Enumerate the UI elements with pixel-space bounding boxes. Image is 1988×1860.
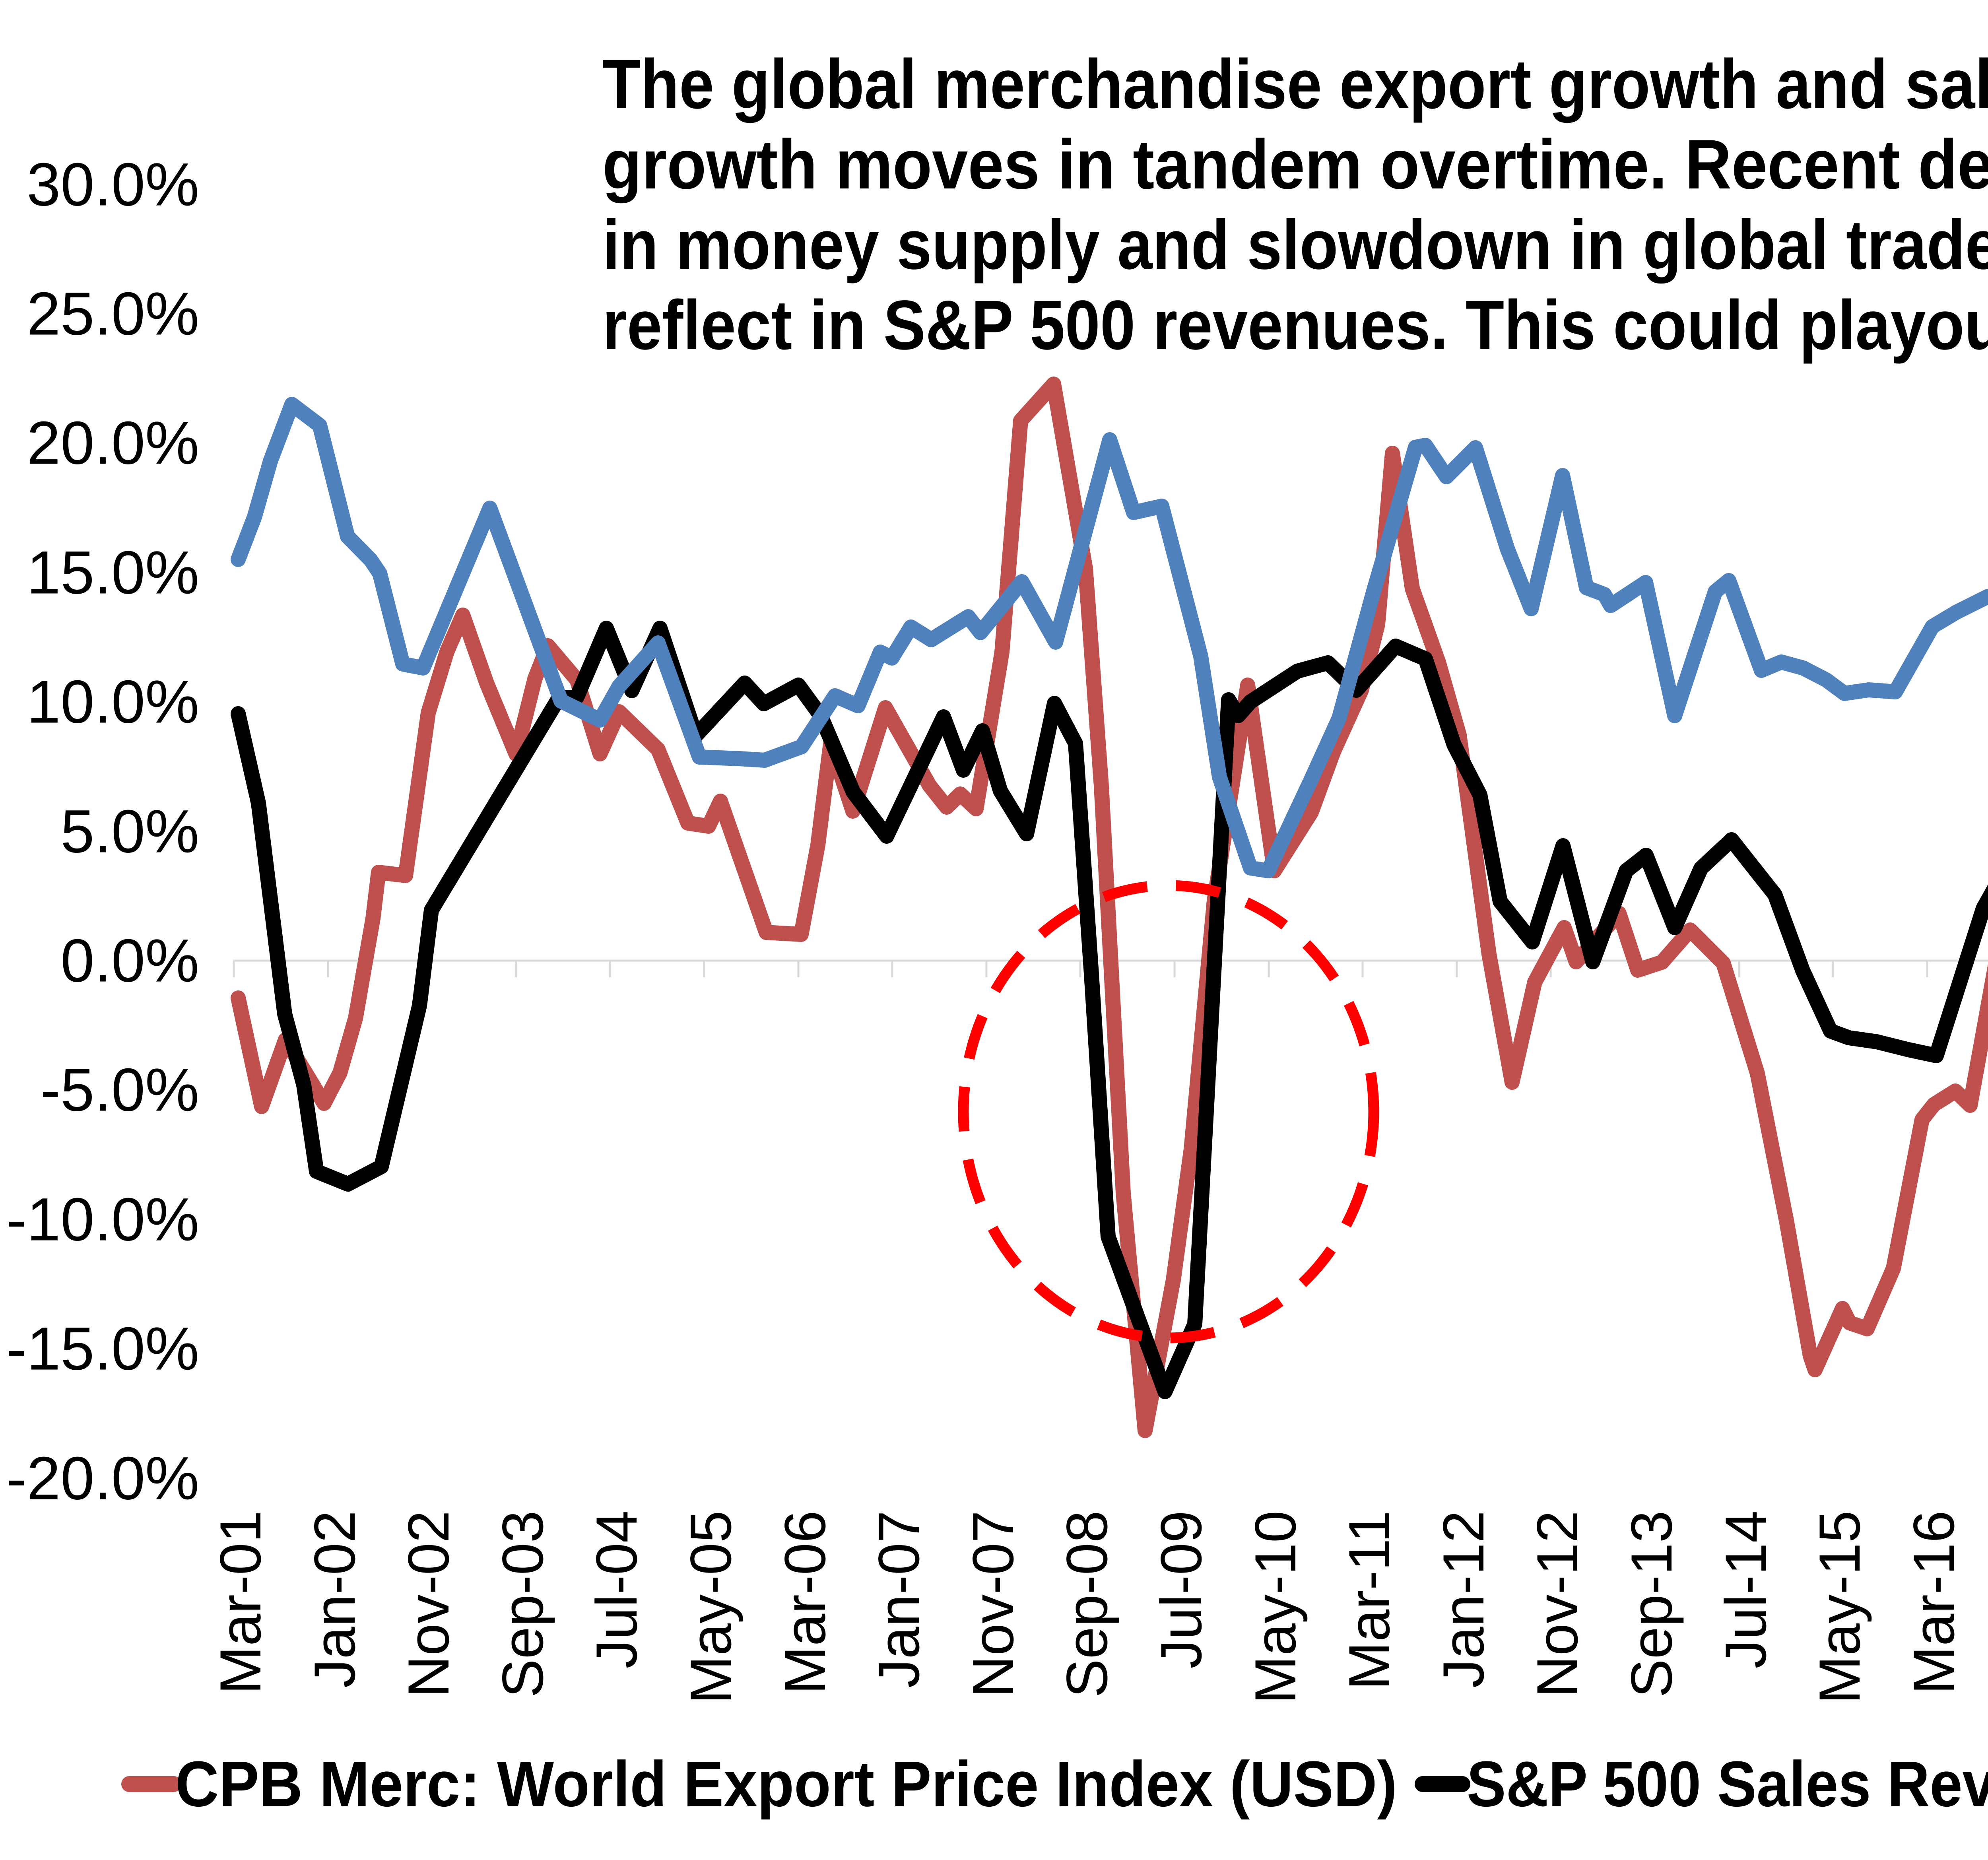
svg-text:Sep-13: Sep-13	[1619, 1511, 1684, 1698]
svg-text:The global merchandise export: The global merchandise export growth and…	[602, 45, 1988, 123]
svg-text:-5.0%: -5.0%	[40, 1056, 199, 1124]
svg-text:-20.0%: -20.0%	[6, 1445, 199, 1512]
svg-text:May-15: May-15	[1807, 1511, 1872, 1704]
svg-text:Nov-12: Nov-12	[1525, 1511, 1590, 1698]
svg-text:CPB Merc: World Export Price I: CPB Merc: World Export Price Index (USD)	[175, 1748, 1397, 1820]
svg-text:15.0%: 15.0%	[27, 539, 199, 607]
svg-text:reflect in S&P 500 revenues. T: reflect in S&P 500 revenues. This could …	[602, 286, 1988, 364]
svg-text:Jul-14: Jul-14	[1713, 1511, 1778, 1669]
svg-text:Jan-12: Jan-12	[1431, 1511, 1496, 1688]
svg-text:Mar-01: Mar-01	[208, 1511, 273, 1694]
svg-text:Mar-06: Mar-06	[773, 1511, 837, 1694]
svg-text:Nov-02: Nov-02	[396, 1511, 461, 1698]
svg-text:Sep-03: Sep-03	[490, 1511, 555, 1698]
svg-text:Sep-08: Sep-08	[1054, 1511, 1119, 1698]
svg-text:30.0%: 30.0%	[27, 151, 199, 219]
svg-text:Jul-09: Jul-09	[1149, 1511, 1213, 1669]
svg-text:Mar-11: Mar-11	[1337, 1511, 1402, 1690]
svg-text:May-05: May-05	[678, 1511, 743, 1704]
svg-text:in money supply and slowdown i: in money supply and slowdown in global t…	[602, 206, 1988, 284]
svg-text:Jan-07: Jan-07	[866, 1511, 931, 1688]
svg-text:-10.0%: -10.0%	[6, 1186, 199, 1254]
svg-text:Jan-02: Jan-02	[302, 1511, 367, 1688]
svg-text:5.0%: 5.0%	[60, 798, 199, 866]
svg-text:10.0%: 10.0%	[27, 668, 199, 736]
svg-text:growth moves in tandem overtim: growth moves in tandem overtime. Recent …	[602, 126, 1988, 204]
svg-text:Mar-16: Mar-16	[1901, 1511, 1966, 1694]
svg-text:May-10: May-10	[1243, 1511, 1308, 1704]
svg-text:Nov-07: Nov-07	[961, 1511, 1025, 1698]
svg-text:Jul-04: Jul-04	[584, 1511, 649, 1669]
svg-text:0.0%: 0.0%	[60, 927, 199, 995]
svg-text:20.0%: 20.0%	[27, 409, 199, 477]
svg-text:S&P 500 Sales Revenue: S&P 500 Sales Revenue	[1467, 1748, 1988, 1820]
svg-text:-15.0%: -15.0%	[6, 1315, 199, 1383]
svg-text:25.0%: 25.0%	[27, 280, 199, 348]
